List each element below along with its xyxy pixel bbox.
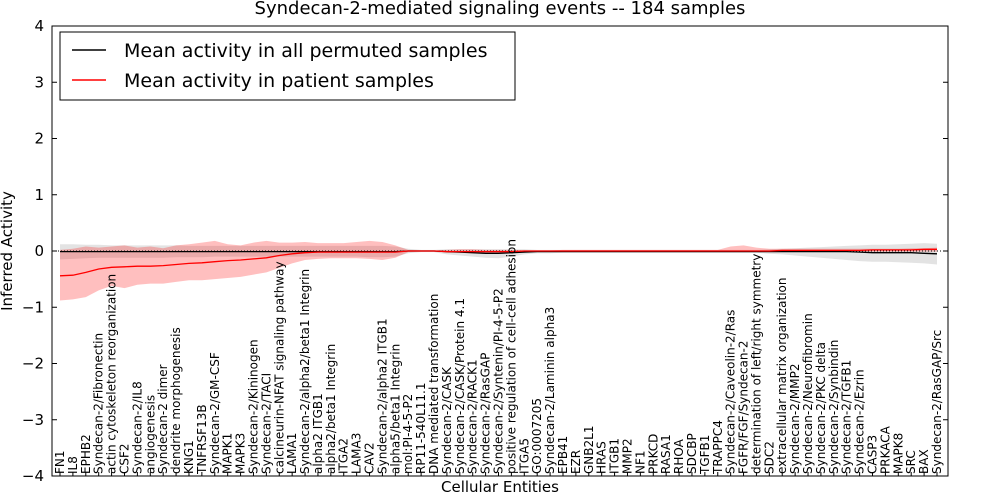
legend: Mean activity in all permuted samples Me…	[59, 31, 516, 101]
x-tick-label: HRAS	[595, 441, 609, 474]
x-tick-label: TRAPPC4	[711, 420, 725, 475]
x-tick-label: ITGA5	[517, 438, 531, 474]
x-tick-label: Syndecan-2/Ezrin	[853, 369, 867, 474]
x-tick-label: EPHB2	[79, 434, 93, 474]
x-tick-label: PRKCD	[646, 434, 660, 474]
x-tick-label: Syndecan-2/RasGAP	[479, 353, 493, 474]
x-tick-label: angiogenesis	[143, 395, 157, 474]
x-tick-label: RHOA	[672, 438, 686, 474]
x-tick-label: LAMA1	[285, 433, 299, 474]
x-tick-label: SRC	[904, 450, 918, 474]
chart-title: Syndecan-2-mediated signaling events -- …	[255, 0, 746, 19]
x-tick-label: MAPK1	[221, 433, 235, 474]
y-tick-label: −2	[22, 355, 44, 373]
x-tick-label: mol:PI-4-5-P2	[401, 394, 415, 474]
x-tick-label: Syndecan-2/GM-CSF	[208, 352, 222, 474]
x-tick-label: CSF2	[118, 443, 132, 474]
series-lines	[59, 248, 938, 277]
x-tick-label: Syndecan-2/TACI	[259, 373, 273, 474]
x-tick-label: FN1	[53, 450, 67, 474]
x-tick-label: TNFRSF13B	[195, 404, 209, 475]
x-tick-label: determination of left/right symmetry	[749, 254, 763, 474]
x-tick-label: SDC2	[762, 441, 776, 474]
x-tick-label: calcineurin-NFAT signaling pathway	[272, 261, 286, 474]
x-tick-label: Syndecan-2/Syntenin/PI-4-5-P2	[492, 288, 506, 474]
y-tick-label: 2	[34, 130, 44, 148]
x-tick-label: actin cytoskeleton reorganization	[105, 274, 119, 474]
x-tick-label: dendrite morphogenesis	[169, 327, 183, 474]
x-tick-label: MAPK3	[234, 433, 248, 474]
x-tick-label: RP11-540L11.1	[414, 383, 428, 474]
x-tick-label: Syndecan-2/CASK/Protein 4.1	[453, 298, 467, 474]
y-tick-label: 1	[34, 186, 44, 204]
x-tick-label: CASP3	[866, 435, 880, 474]
x-tick-label: Syndecan-2/Synbindin	[827, 340, 841, 474]
x-tick-label: KNG1	[182, 440, 196, 474]
x-tick-label: CAV2	[363, 442, 377, 474]
x-tick-label: Syndecan-2/TGFB1	[840, 360, 854, 474]
series-line-1	[60, 250, 938, 255]
x-tick-label: Syndecan-2/Fibronectin	[92, 333, 106, 474]
x-tick-label: Syndecan-2 dimer	[156, 364, 170, 474]
x-tick-label: BAX	[917, 449, 931, 474]
x-tick-label: MMP2	[621, 438, 635, 474]
y-axis-ticks: −4 −3 −2 −1 0 1 2 3 4	[22, 17, 948, 485]
legend-label-permuted: Mean activity in all permuted samples	[124, 40, 487, 62]
x-axis-title: Cellular Entities	[441, 478, 559, 496]
x-tick-label: positive regulation of cell-cell adhesio…	[504, 239, 518, 474]
x-tick-label: Syndecan-2/Neurofibromin	[801, 313, 815, 474]
x-tick-label: RASA1	[659, 434, 673, 474]
x-tick-label: SDCBP	[685, 433, 699, 474]
x-tick-label: LAMA3	[350, 433, 364, 474]
x-tick-label: alpha5/beta1 Integrin	[388, 344, 402, 474]
x-tick-label: Syndecan-2/RACK1	[466, 359, 480, 474]
x-tick-label: Syndecan-2/Kininogen	[247, 339, 261, 474]
legend-label-patient: Mean activity in patient samples	[124, 70, 434, 92]
y-tick-label: 4	[34, 17, 44, 35]
x-tick-label: Syndecan-2/IL8	[130, 381, 144, 474]
x-tick-label: Syndecan-2/Caveolin-2/Ras	[724, 310, 738, 474]
series-line-2	[59, 248, 937, 277]
x-tick-label: ITGA2	[337, 438, 351, 474]
x-tick-label: Syndecan-2/PKC delta	[814, 342, 828, 474]
legend-box	[59, 31, 516, 101]
y-tick-label: −4	[22, 467, 44, 485]
x-tick-label: Syndecan-2/MMP2	[788, 364, 802, 474]
y-tick-label: 3	[34, 73, 44, 91]
x-tick-label: NF1	[633, 450, 647, 474]
x-tick-label: MAPK8	[891, 433, 905, 474]
x-tick-label: EPB41	[556, 436, 570, 474]
x-tick-label: Syndecan-2/Laminin alpha3	[543, 307, 557, 474]
x-tick-label: DNA mediated transformation	[427, 294, 441, 474]
x-tick-label: GNB2L1	[582, 426, 596, 474]
x-tick-label: FGFR/FGF/Syndecan-2	[737, 341, 751, 474]
x-tick-label: ITGB1	[608, 438, 622, 474]
x-tick-label: TGFB1	[698, 435, 712, 475]
y-axis-title: Inferred Activity	[0, 191, 16, 311]
x-tick-label: alpha2/beta1 Integrin	[324, 344, 338, 474]
x-tick-label: alpha2 ITGB1	[311, 393, 325, 474]
y-tick-label: −1	[22, 298, 44, 316]
y-tick-label: −3	[22, 411, 44, 429]
x-tick-label: Syndecan-2/alpha2 ITGB1	[375, 318, 389, 474]
y-tick-label: 0	[34, 242, 44, 260]
x-tick-label: PRKACA	[878, 425, 892, 474]
x-tick-label: EZR	[569, 450, 583, 474]
x-tick-label: IL8	[66, 456, 80, 474]
x-tick-label: Syndecan-2/CASK	[440, 366, 454, 474]
x-tick-label: GO:0007205	[530, 398, 544, 474]
x-tick-label: Syndecan-2/RasGAP/Src	[930, 330, 944, 474]
x-tick-label: extracellular matrix organization	[775, 278, 789, 475]
x-tick-label: Syndecan-2/alpha2/beta1 Integrin	[298, 269, 312, 474]
